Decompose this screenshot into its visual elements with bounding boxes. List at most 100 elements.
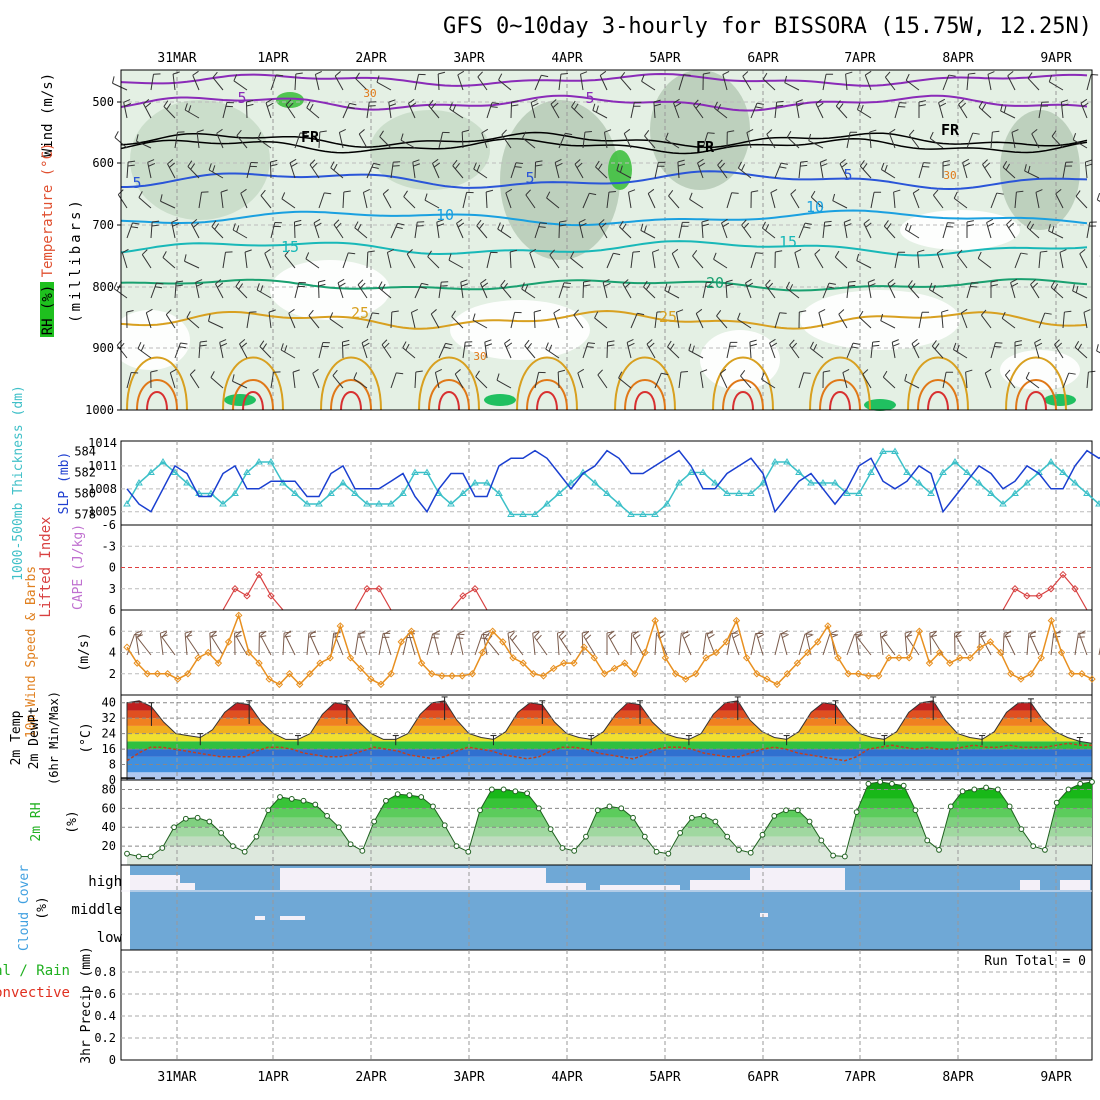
wind-barb-shaft [126,222,133,239]
wind-barb-flag [260,285,264,293]
wind-barb-shaft [554,162,560,179]
wind-barb-flag [995,342,1003,344]
wind-barb-shaft [905,79,920,91]
wind10m-point [397,638,405,646]
wind-barb-shaft [313,222,320,239]
wind-barb-shaft [688,350,704,359]
wind-barb-shaft [171,222,176,239]
wind-barb-shaft [162,257,176,269]
wind-barb-flag [845,71,853,75]
wind-barb-flag [1072,284,1075,292]
wind-barb-shaft [673,102,680,119]
wind-barb-flag [371,166,379,170]
wind-barb-shaft [524,345,536,359]
wind-barb-shaft [294,73,297,91]
wind-barb-flag [212,165,216,173]
wind-barb-flag [906,631,912,638]
wind-barb-flag [682,630,689,636]
wind-barb-flag [406,249,413,255]
wind-barb-flag [740,370,746,377]
wind-barb-flag [932,189,939,196]
wind-barb-flag [953,191,958,199]
wind-barb-shaft [285,104,296,119]
wind-barb-flag [381,283,386,291]
warm-cell-contour [614,356,676,411]
rh-blob [1000,110,1080,230]
wind-barb-shaft [867,282,872,299]
contour-label: FR [301,128,320,146]
wind-barb-flag [284,249,290,256]
wind-barb-shaft [454,373,464,389]
wind-barb-flag [135,630,143,634]
wind10m-point [580,643,588,651]
wind-barb-flag [536,634,542,641]
li-point [1047,585,1055,593]
wind-barb-flag [761,221,766,229]
wind-barb-flag [1048,74,1053,82]
wind-barb-shaft [845,74,848,91]
thickness-point [951,458,959,465]
wind-barb-flag [860,104,864,112]
rh-point [889,780,895,787]
wind-barb-flag [309,159,316,166]
wind-barb-flag [558,369,566,373]
wind-barb-shaft [121,252,128,269]
wind-barb-shaft [485,191,488,209]
rh-point [924,837,931,844]
wind-barb-shaft [165,314,176,329]
wind-barb-flag [982,159,988,165]
wind-barb-flag [413,163,421,167]
wind-barb-shaft [402,347,416,359]
wind-barb-flag [348,252,356,255]
wind-barb-flag [124,102,132,107]
precip-tick: 0 [109,1053,116,1067]
wind-barb-shaft [857,637,872,656]
wind-barb-flag [1085,159,1093,163]
wind10m-point [864,672,873,680]
wind-barb-flag [965,369,973,373]
wind-barb-flag [904,222,909,230]
thickness-point [759,479,767,486]
wind-barb-flag [571,100,576,108]
wind-barb-flag [122,248,129,254]
wind-barb-flag [839,158,846,165]
wind-barb-flag [457,70,465,76]
wind-barb-flag [968,72,976,75]
thickness-point [459,489,467,496]
wind-barb-shaft [1083,312,1088,329]
contour-label: 30 [943,169,956,182]
wind-barb-flag [357,279,364,286]
wind-barb-flag [535,160,543,163]
wind-barb-shaft [911,343,920,359]
wind-barb-flag [755,106,763,109]
warm-cell-contour [829,391,851,411]
thickness-point [363,500,371,507]
rh-blob [130,100,270,220]
rh-blob [270,260,390,320]
temperature-contours [120,72,1088,411]
wind-barb-flag [1031,128,1038,135]
wind-barb-flag [667,340,672,348]
wind-barb-shaft [859,165,872,179]
wind-barb-shaft [750,102,758,119]
wind-barb-flag [932,284,936,292]
wind-barb-flag [189,369,196,375]
warm-cell-contour [917,379,959,411]
wind-barb-shaft [476,225,488,239]
li-point [1023,592,1031,600]
wind-barb-flag [267,102,274,108]
wind-barb-shaft [671,253,680,269]
wind-barb-flag [209,630,217,634]
wind-barb-flag [288,308,295,314]
wind-barb-flag [892,343,900,347]
precip-grid [121,950,1092,1060]
wind-barb-shaft [742,76,752,91]
wind-barb-shaft [126,162,129,179]
wind-barb-flag [883,220,889,227]
wind-barb-flag [580,71,588,75]
wind-barb-shaft [452,165,464,179]
wind-barb-flag [535,164,543,167]
warm-cell-contour [330,379,372,411]
